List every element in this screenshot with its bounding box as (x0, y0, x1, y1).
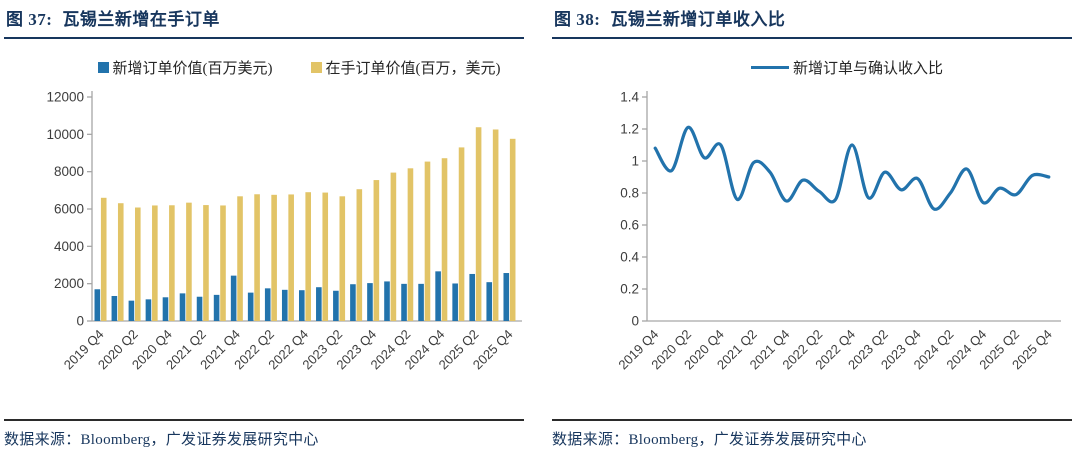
figure-37: 图 37: 瓦锡兰新增在手订单 新增订单价值(百万美元) 在手订单价值(百万，美元)… (4, 7, 524, 449)
bar-new-orders (281, 289, 288, 321)
bar-new-orders (418, 283, 424, 321)
bar-new-orders (384, 281, 390, 321)
legend-line-swatch (750, 65, 789, 69)
bar-backlog (322, 192, 329, 321)
bar-backlog (407, 168, 414, 321)
y-tick-label: 0 (76, 314, 84, 329)
y-tick-label: 0.8 (620, 186, 639, 201)
bar-new-orders (247, 292, 254, 321)
bar-backlog (288, 194, 294, 321)
bar-backlog (117, 203, 124, 321)
y-tick-label: 1 (631, 154, 639, 169)
bar-backlog (203, 205, 209, 321)
bar-new-orders (333, 290, 339, 321)
figure-37-legend: 新增订单价值(百万美元) 在手订单价值(百万，美元) (74, 55, 524, 79)
bar-backlog (135, 207, 141, 321)
bar-new-orders (435, 271, 441, 321)
legend-item: 新增订单与确认收入比 (750, 57, 943, 78)
bar-backlog (271, 194, 277, 321)
bar-backlog (100, 197, 107, 321)
bar-backlog (390, 172, 397, 321)
bar-backlog (305, 192, 311, 321)
spacer (4, 391, 524, 419)
figure-37-title-text: 瓦锡兰新增在手订单 (62, 10, 220, 29)
ratio-line (653, 125, 1051, 211)
bar-new-orders (162, 297, 169, 321)
legend-item: 新增订单价值(百万美元) (97, 57, 273, 78)
figure-38-title-text: 瓦锡兰新增订单收入比 (610, 10, 786, 29)
bar-new-orders (196, 296, 203, 321)
y-tick-label: 1.4 (620, 90, 639, 105)
figure-38-legend: 新增订单与确认收入比 (622, 55, 1072, 79)
bar-backlog (254, 194, 260, 321)
bar-new-orders (469, 273, 475, 321)
bar-backlog (492, 129, 499, 321)
figure-37-bottom-rule (4, 419, 524, 421)
bar-backlog (373, 180, 380, 321)
y-tick-label: 2000 (54, 276, 84, 291)
bar-backlog (458, 147, 465, 321)
bar-backlog (441, 158, 448, 321)
bar-new-orders (94, 289, 101, 321)
bar-new-orders (213, 294, 220, 321)
bar-new-orders (179, 293, 186, 321)
bar-backlog (356, 189, 363, 321)
legend-square-swatch (97, 61, 109, 73)
bar-new-orders (264, 288, 271, 321)
y-tick-label: 4000 (54, 239, 84, 254)
y-tick-label: 0 (631, 314, 639, 329)
figure-37-title: 图 37: 瓦锡兰新增在手订单 (4, 7, 524, 39)
y-tick-label: 0.2 (620, 282, 639, 297)
bar-new-orders (128, 300, 135, 321)
bar-backlog (339, 196, 346, 321)
y-tick-label: 8000 (54, 164, 84, 179)
legend-label: 新增订单价值(百万美元) (112, 60, 273, 77)
y-tick-label: 1.2 (620, 122, 639, 137)
bar-backlog (152, 205, 158, 321)
bar-backlog (509, 138, 516, 321)
y-tick-label: 0.4 (620, 250, 639, 265)
y-tick-label: 0.6 (620, 218, 639, 233)
legend-item: 在手订单价值(百万，美元) (310, 57, 501, 78)
figure-38: 图 38: 瓦锡兰新增订单收入比 新增订单与确认收入比 0 0.2 0.4 0.6 0.8… (552, 7, 1072, 449)
bar-new-orders (316, 287, 322, 321)
figure-37-number: 图 37: (6, 10, 53, 29)
legend-label: 新增订单与确认收入比 (792, 60, 943, 77)
bar-new-orders (111, 295, 118, 321)
bar-new-orders (145, 299, 152, 321)
y-tick-label: 12000 (46, 90, 84, 105)
legend-label: 在手订单价值(百万，美元) (325, 60, 501, 77)
bar-backlog (424, 161, 431, 321)
bar-new-orders (486, 282, 493, 321)
spacer (552, 391, 1072, 419)
bar-backlog (220, 205, 226, 321)
bar-backlog (186, 202, 192, 321)
bar-new-orders (350, 284, 356, 321)
bar-new-orders (401, 283, 407, 321)
bar-new-orders (299, 290, 305, 321)
figure-38-source-note: 数据来源：Bloomberg，广发证券发展研究中心 (552, 432, 867, 448)
bar-backlog (237, 196, 243, 321)
bar-backlog (169, 205, 175, 321)
figure-37-source-note: 数据来源：Bloomberg，广发证券发展研究中心 (4, 432, 319, 448)
bar-new-orders (503, 273, 510, 321)
figure-38-bottom-rule (552, 419, 1072, 421)
bar-new-orders (230, 275, 237, 321)
figure-38-number: 图 38: (554, 10, 601, 29)
bar-new-orders (452, 283, 458, 321)
figure-38-title: 图 38: 瓦锡兰新增订单收入比 (552, 7, 1072, 39)
y-tick-label: 10000 (46, 127, 84, 142)
bar-new-orders (367, 283, 373, 321)
legend-square-swatch (310, 61, 322, 73)
bar-backlog (475, 127, 482, 321)
y-tick-label: 6000 (54, 202, 84, 217)
